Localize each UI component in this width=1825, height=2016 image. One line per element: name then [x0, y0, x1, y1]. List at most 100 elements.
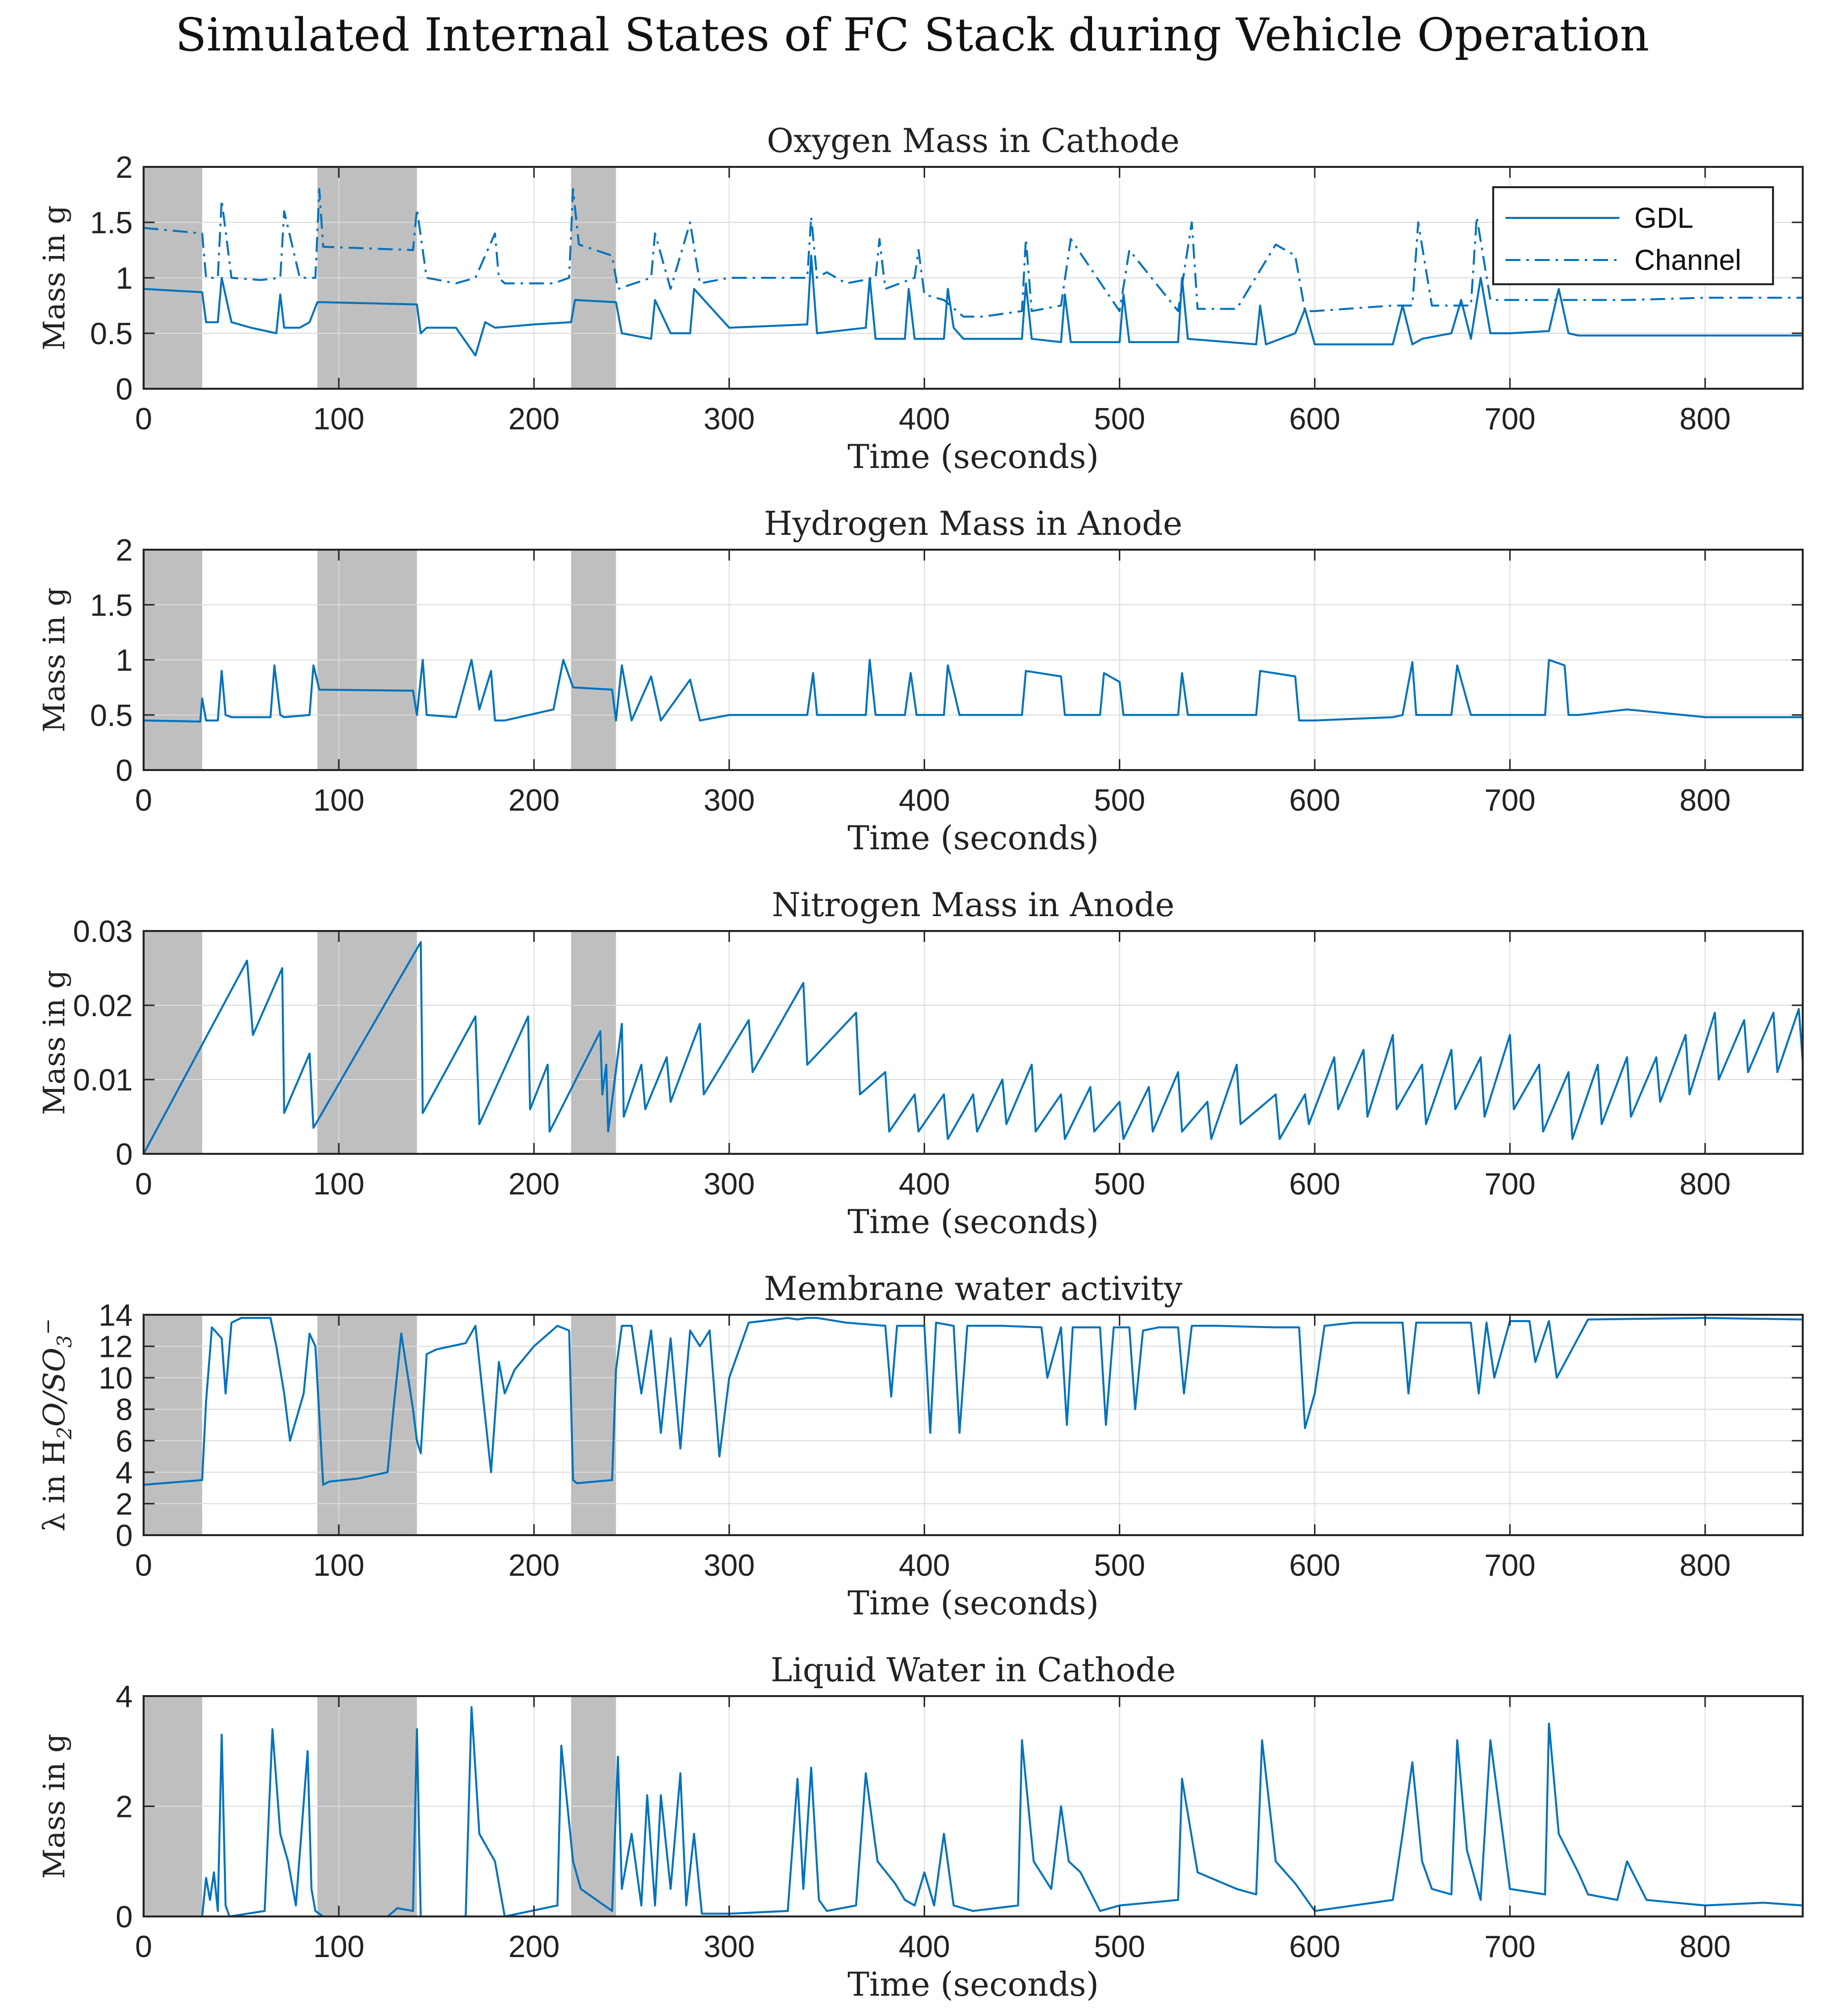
x-tick-label: 700 — [1484, 1167, 1535, 1201]
y-tick-label: 1.5 — [90, 588, 133, 622]
y-tick-label: 2 — [116, 1487, 133, 1521]
x-tick-label: 200 — [509, 1549, 560, 1583]
x-tick-label: 700 — [1484, 402, 1535, 436]
x-tick-label: 400 — [899, 1549, 950, 1583]
y-tick-label: 10 — [99, 1361, 133, 1396]
y-tick-label: 1 — [116, 261, 133, 296]
x-tick-label: 400 — [899, 1167, 950, 1201]
y-axis-label: λ in H2O/SO3− — [37, 1318, 76, 1531]
x-tick-label: 0 — [135, 1930, 152, 1964]
shaded-interval-3 — [571, 1315, 616, 1535]
x-tick-label: 800 — [1679, 1930, 1730, 1964]
x-tick-label: 600 — [1289, 1167, 1340, 1201]
y-axis-label-part: 3 — [53, 1335, 76, 1347]
x-tick-label: 200 — [509, 1167, 560, 1201]
y-tick-label: 0.02 — [73, 989, 133, 1023]
y-axis-label-part: O/SO — [37, 1347, 72, 1427]
chart-panel-4: 0 100 200 300 400 500 600 700 80002468101214Memb… — [37, 1270, 1804, 1622]
axes-box — [143, 1314, 1804, 1536]
x-axis-label: Time (seconds) — [847, 438, 1099, 476]
shaded-interval-2 — [317, 931, 417, 1154]
plot-area — [144, 1315, 1803, 1535]
y-tick-label: 0.5 — [90, 317, 133, 351]
x-tick-label: 200 — [509, 783, 560, 818]
y-tick-label: 2 — [116, 1790, 133, 1824]
y-tick-label: 4 — [116, 1680, 133, 1714]
y-tick-label: 12 — [99, 1330, 133, 1364]
x-tick-label: 300 — [704, 402, 755, 436]
x-tick-label: 200 — [509, 1930, 560, 1964]
x-tick-label: 700 — [1484, 1549, 1535, 1583]
y-axis-label: Mass in g — [37, 1734, 72, 1879]
x-tick-label: 500 — [1094, 783, 1145, 818]
chart-panel-2: 0 100 200 300 400 500 600 700 800 0 0.5 1 1.5 2 Hydrog… — [37, 505, 1804, 857]
y-axis-label-part: − — [37, 1318, 59, 1335]
x-tick-label: 300 — [704, 783, 755, 818]
x-tick-label: 200 — [509, 402, 560, 436]
legend-box — [1492, 186, 1774, 285]
x-tick-label: 300 — [704, 1167, 755, 1201]
x-tick-label: 800 — [1679, 783, 1730, 818]
y-axis-label: Mass in g — [37, 205, 72, 350]
x-tick-label: 500 — [1094, 1930, 1145, 1964]
chart-title: Membrane water activity — [764, 1270, 1183, 1308]
chart-title: Liquid Water in Cathode — [771, 1651, 1176, 1689]
y-tick-label: 2 — [116, 151, 133, 185]
chart-panel-3: 0 100 200 300 400 500 600 700 800 0 0.01 0.02 0.03 Ni… — [37, 886, 1804, 1241]
x-tick-label: 600 — [1289, 402, 1340, 436]
chart-panel-5: 0 100 200 300 400 500 600 700 800 0 2 4 Liquid Water… — [37, 1651, 1804, 2004]
series-line-channel — [143, 188, 1803, 318]
x-tick-label: 800 — [1679, 402, 1730, 436]
series-line-lambda — [143, 1317, 1803, 1486]
y-axis-label: Mass in g — [37, 970, 72, 1115]
x-tick-label: 600 — [1289, 1549, 1340, 1583]
y-tick-label: 0.03 — [73, 915, 133, 949]
series-line-gdl — [143, 255, 1803, 357]
chart-title: Nitrogen Mass in Anode — [772, 886, 1175, 924]
x-tick-label: 100 — [313, 1167, 364, 1201]
series-line-n2 — [143, 941, 1804, 1154]
x-tick-label: 500 — [1094, 1167, 1145, 1201]
y-axis-label-part: 2 — [53, 1427, 76, 1440]
x-tick-label: 400 — [899, 783, 950, 818]
y-tick-label: 0 — [116, 1519, 133, 1553]
chart-title: Hydrogen Mass in Anode — [764, 505, 1183, 543]
y-tick-label: 6 — [116, 1424, 133, 1458]
y-tick-label: 0 — [116, 372, 133, 407]
shaded-interval-1 — [144, 1315, 203, 1535]
y-axis-label: Mass in g — [37, 587, 72, 732]
x-tick-label: 100 — [313, 1930, 364, 1964]
figure-title: Simulated Internal States of FC Stack du… — [175, 8, 1649, 61]
x-tick-label: 800 — [1679, 1549, 1730, 1583]
y-tick-label: 8 — [116, 1393, 133, 1427]
x-tick-label: 100 — [313, 783, 364, 818]
y-tick-label: 1.5 — [90, 206, 133, 240]
x-tick-label: 700 — [1484, 783, 1535, 818]
x-tick-label: 300 — [704, 1930, 755, 1964]
x-tick-label: 700 — [1484, 1930, 1535, 1964]
axes-box — [143, 930, 1804, 1155]
y-tick-label: 1 — [116, 644, 133, 678]
x-tick-label: 100 — [313, 402, 364, 436]
y-tick-label: 0 — [116, 1137, 133, 1172]
x-tick-label: 0 — [135, 1167, 152, 1201]
y-tick-label: 14 — [99, 1298, 133, 1333]
y-tick-label: 0 — [116, 754, 133, 788]
y-tick-label: 0.01 — [73, 1063, 133, 1097]
x-tick-label: 0 — [135, 783, 152, 818]
y-tick-label: 2 — [116, 533, 133, 568]
x-tick-label: 400 — [899, 1930, 950, 1964]
x-axis-label: Time (seconds) — [847, 1203, 1099, 1241]
x-tick-label: 600 — [1289, 1930, 1340, 1964]
x-tick-label: 100 — [313, 1549, 364, 1583]
series-line-h2 — [143, 659, 1803, 723]
shaded-interval-1 — [144, 931, 203, 1154]
legend-label-channel: Channel — [1634, 244, 1741, 276]
x-axis-label: Time (seconds) — [847, 1965, 1099, 2004]
x-tick-label: 600 — [1289, 783, 1340, 818]
x-tick-label: 500 — [1094, 1549, 1145, 1583]
y-tick-label: 4 — [116, 1456, 133, 1490]
chart-title: Oxygen Mass in Cathode — [767, 122, 1180, 160]
x-tick-label: 0 — [135, 1549, 152, 1583]
